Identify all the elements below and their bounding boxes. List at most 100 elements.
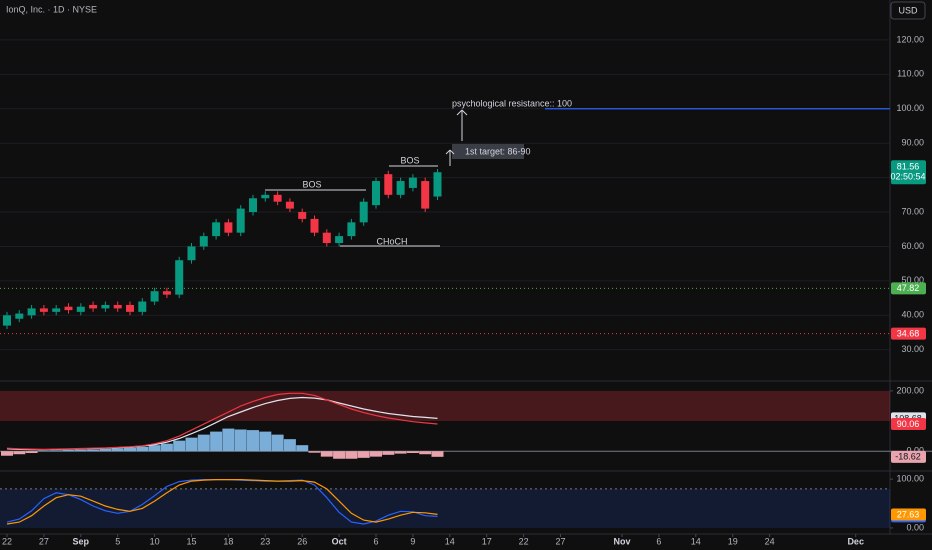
candle-body: [236, 208, 245, 233]
y-tick-label: 100.00: [896, 473, 924, 483]
x-tick-label: 9: [410, 536, 415, 546]
candle-body: [101, 304, 110, 309]
histogram-bar: [234, 429, 247, 452]
histogram-bar: [333, 451, 346, 459]
histogram-bar: [406, 451, 419, 454]
candle-body: [64, 306, 73, 311]
candle-body: [261, 194, 270, 199]
y-tick-label: 30.00: [901, 344, 924, 354]
target-box: [452, 144, 524, 159]
x-tick-label: Sep: [73, 536, 90, 546]
histogram-bar: [185, 437, 198, 452]
y-tick-label: 90.00: [901, 138, 924, 148]
x-tick-label: 6: [656, 536, 661, 546]
histogram-bar: [320, 451, 333, 457]
candle-body: [175, 260, 184, 295]
zone-band: [0, 390, 890, 422]
y-tick-label: 110.00: [897, 69, 924, 79]
x-tick-label: 14: [445, 536, 455, 546]
candle-body: [3, 315, 11, 326]
candle-body: [52, 308, 61, 312]
x-tick-label: Dec: [847, 536, 864, 546]
histogram-bar: [259, 431, 272, 452]
candle-body: [224, 222, 233, 233]
histogram-bar: [210, 431, 223, 452]
candle-body: [347, 222, 356, 237]
x-tick-label: Oct: [332, 536, 347, 546]
histogram-bar: [62, 450, 75, 452]
y-tick-label: 200.00: [896, 385, 924, 395]
candle-body: [384, 174, 393, 195]
histogram-bar: [136, 446, 149, 452]
histogram-label-bg: [891, 450, 926, 463]
candle-body: [15, 313, 24, 319]
histogram-bar: [394, 451, 407, 454]
annotation-text: psychological resistance:: 100: [452, 98, 572, 108]
currency-label[interactable]: USD: [898, 5, 918, 15]
indicator-line: [6, 392, 438, 451]
histogram-bar: [431, 451, 444, 457]
histogram-bar: [370, 451, 382, 457]
histogram-bar: [197, 434, 210, 452]
histogram-bar: [357, 451, 370, 458]
x-tick-label: 24: [765, 536, 775, 546]
histogram-bar: [283, 439, 296, 452]
level-label: 34.68: [897, 328, 920, 338]
indicator-label: 27.63: [897, 509, 920, 519]
y-tick-label: 70.00: [901, 206, 924, 216]
x-tick-label: 19: [728, 536, 738, 546]
symbol-title: IonQ, Inc. · 1D · NYSE: [6, 4, 97, 14]
histogram-bar: [111, 448, 124, 452]
candle-body: [187, 246, 196, 261]
currency-button[interactable]: [890, 1, 926, 20]
y-tick-label: 0.00: [906, 522, 924, 532]
x-tick-label: 27: [555, 536, 565, 546]
histogram-bar: [296, 445, 309, 452]
candle-body: [89, 304, 98, 309]
histogram-bar: [50, 450, 63, 452]
x-tick-label: 22: [2, 536, 12, 546]
candle-body: [273, 194, 282, 202]
x-tick-label: 6: [373, 536, 378, 546]
histogram-bar: [37, 450, 50, 452]
x-tick-label: 14: [691, 536, 701, 546]
histogram-bar: [382, 451, 395, 455]
histogram-bar: [247, 430, 259, 452]
histogram-bar: [99, 448, 112, 452]
histogram-bar: [124, 447, 136, 452]
price-badge-bg: [891, 160, 926, 185]
candle-body: [150, 291, 159, 302]
candle-body: [39, 308, 48, 312]
y-tick-label: 40.00: [901, 310, 924, 320]
indicator-label: 90.06: [897, 419, 920, 429]
annotation-text: CHoCH: [376, 236, 407, 246]
x-tick-label: 10: [150, 536, 160, 546]
histogram-bar: [419, 451, 432, 455]
histogram-bar: [13, 451, 26, 455]
histogram-bar: [222, 428, 235, 452]
histogram-bar: [345, 451, 358, 459]
candle-body: [396, 181, 405, 195]
x-tick-label: 22: [519, 536, 529, 546]
x-tick-label: Nov: [613, 536, 630, 546]
x-tick-label: 18: [223, 536, 233, 546]
last-price: 81.56: [897, 162, 920, 172]
candle-body: [335, 236, 344, 244]
histogram-bar: [271, 434, 284, 452]
candle-body: [162, 291, 171, 295]
level-label-bg: [891, 282, 926, 295]
histogram-bar: [160, 443, 173, 452]
histogram-bar: [173, 440, 186, 452]
histogram-bar: [308, 451, 321, 453]
annotation-line: [461, 109, 468, 116]
level-label: 47.82: [897, 283, 920, 293]
histogram-bar: [74, 449, 87, 452]
candle-body: [76, 306, 85, 312]
annotation-line: [456, 109, 463, 116]
indicator-label-bg: [891, 508, 926, 521]
annotation-text: 1st target: 86-90: [465, 146, 531, 156]
candle-body: [212, 222, 221, 237]
candle-body: [359, 201, 368, 223]
candle-body: [199, 236, 208, 247]
